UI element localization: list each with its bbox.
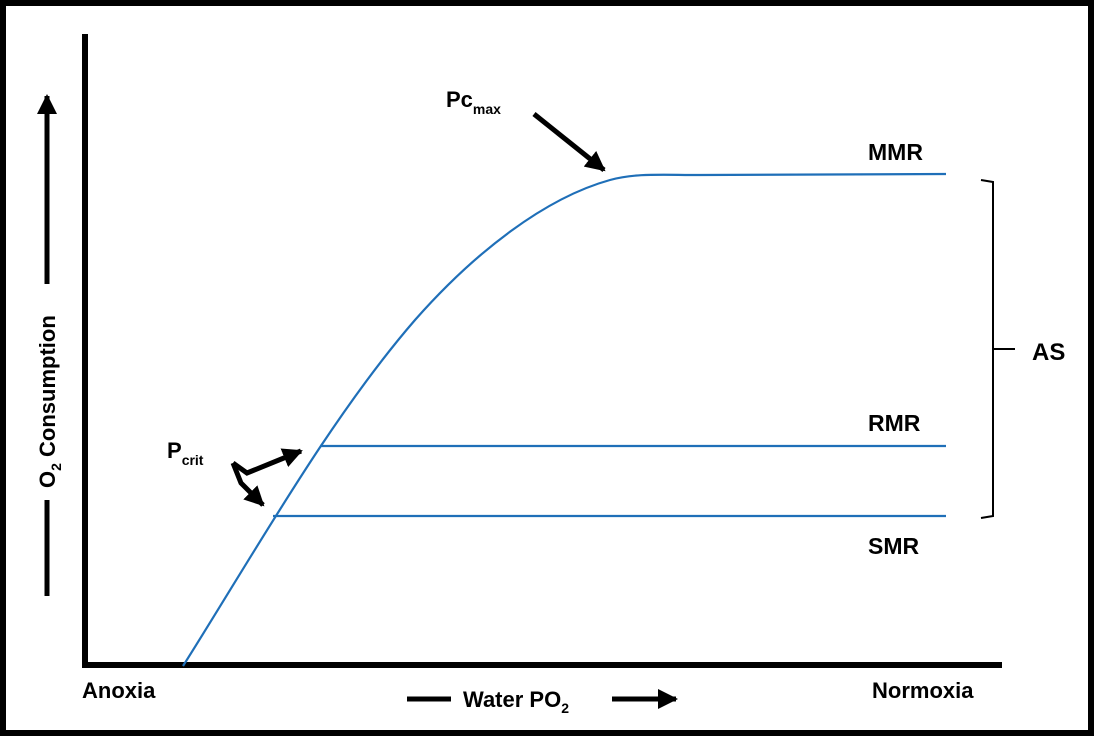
pcmax-label: Pcmax [446,87,501,117]
y-axis-title: O2 Consumption [35,94,64,596]
x-axis-start-label: Anoxia [82,678,156,703]
pcrit-label: Pcrit [167,438,204,468]
mmr-label: MMR [868,139,923,165]
x-axis-label: Water PO2 [463,687,569,716]
aerobic-scope-bracket [980,179,1015,519]
mmr-curve [182,172,947,667]
aerobic-scope-label: AS [1032,339,1065,366]
pcrit-arrow-upper [231,448,303,476]
y-axis-label: O2 Consumption [35,315,64,488]
smr-label: SMR [868,533,920,559]
pcmax-arrow [532,112,606,172]
rmr-label: RMR [868,410,921,436]
x-axis-end-label: Normoxia [872,678,974,703]
pcrit-arrow-lower [230,462,265,507]
